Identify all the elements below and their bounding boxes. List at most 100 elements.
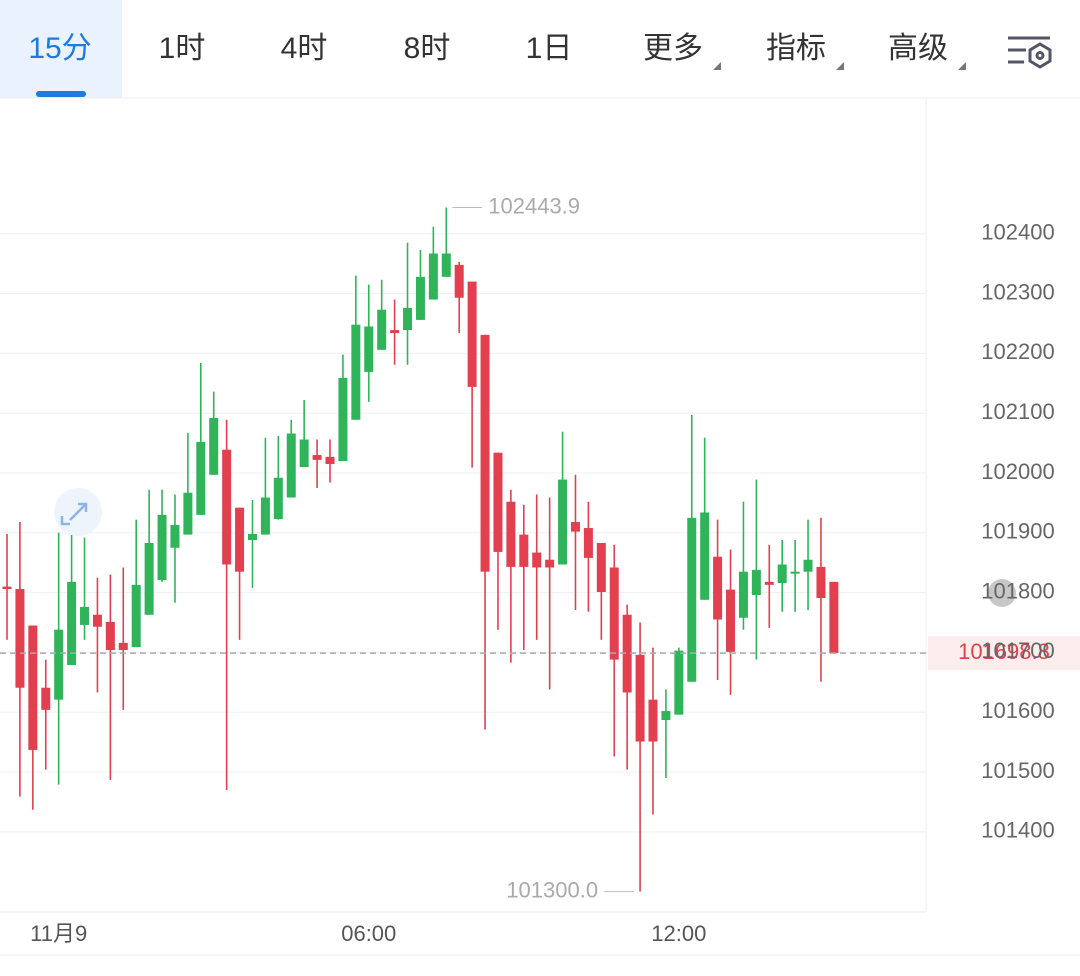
candle-body xyxy=(286,433,296,498)
candle-body xyxy=(390,330,400,334)
candle-body xyxy=(545,559,555,568)
candle-body xyxy=(209,417,219,475)
candle-body xyxy=(170,525,180,548)
candle-body xyxy=(338,377,348,462)
y-tick-label: 102000 xyxy=(981,459,1054,484)
candle-body xyxy=(325,456,335,465)
candle-body xyxy=(674,650,684,715)
active-tab-bg xyxy=(0,0,122,98)
candle-body xyxy=(467,281,477,387)
candle-body xyxy=(700,512,710,600)
dropdown-caret xyxy=(836,62,844,70)
tab[interactable]: 8时 xyxy=(404,32,451,65)
tab[interactable]: 指标 xyxy=(766,32,826,65)
tab[interactable]: 15分 xyxy=(28,32,91,65)
candle-body xyxy=(661,711,671,721)
expand-button[interactable] xyxy=(54,488,102,536)
candle-body xyxy=(596,542,606,593)
y-tick-label: 101700 xyxy=(981,638,1054,663)
candle-body xyxy=(506,501,516,567)
x-tick-label: 11月9 xyxy=(30,921,87,946)
candle-body xyxy=(67,581,77,665)
x-tick-label: 06:00 xyxy=(341,921,396,946)
candle-body xyxy=(635,654,645,742)
floating-indicator[interactable] xyxy=(988,579,1016,607)
dropdown-caret xyxy=(958,62,966,70)
candle-body xyxy=(570,522,580,532)
candles xyxy=(2,207,839,892)
candle-body xyxy=(235,507,245,572)
candle-body xyxy=(222,449,232,565)
candle-body xyxy=(622,614,632,693)
y-tick-label: 101600 xyxy=(981,698,1054,723)
candle-body xyxy=(54,629,64,700)
candle-body xyxy=(816,566,826,599)
candle-body xyxy=(403,307,413,331)
y-tick-label: 101800 xyxy=(981,578,1054,603)
x-tick-label: 12:00 xyxy=(651,921,706,946)
y-tick-label: 102400 xyxy=(981,220,1054,245)
candle-body xyxy=(351,324,361,420)
high-label: 102443.9 xyxy=(488,193,580,218)
candle-body xyxy=(260,497,270,535)
candle-body xyxy=(480,334,490,572)
low-label: 101300.0 xyxy=(506,877,598,902)
candle-body xyxy=(131,584,141,648)
candle-body xyxy=(364,326,374,372)
candle-body xyxy=(441,253,451,277)
candle-body xyxy=(157,514,167,581)
candle-body xyxy=(105,621,115,651)
candle-body xyxy=(28,625,38,750)
candle-body xyxy=(80,606,90,625)
candle-body xyxy=(118,642,128,651)
candle-body xyxy=(273,477,283,520)
candle-body xyxy=(493,452,503,552)
settings-icon[interactable] xyxy=(1008,36,1052,69)
candle-body xyxy=(92,614,102,627)
candle-body xyxy=(196,441,206,515)
tab[interactable]: 4时 xyxy=(281,32,328,65)
candle-body xyxy=(144,542,154,615)
tab[interactable]: 1日 xyxy=(526,32,573,65)
candle-body xyxy=(803,559,813,572)
candle-body xyxy=(777,564,787,584)
candle-body xyxy=(583,528,593,558)
candle-body xyxy=(751,569,761,596)
candle-body xyxy=(312,455,322,460)
candle-body xyxy=(41,687,51,710)
y-tick-label: 102100 xyxy=(981,399,1054,424)
candle-body xyxy=(519,534,529,567)
candle-body xyxy=(247,534,257,540)
candle-body xyxy=(764,581,774,585)
price-tag-bg xyxy=(928,636,1080,671)
y-tick-label: 101500 xyxy=(981,758,1054,783)
dropdown-caret xyxy=(713,62,721,70)
candle-body xyxy=(687,517,697,682)
candle-body xyxy=(377,309,387,350)
y-tick-label: 101900 xyxy=(981,519,1054,544)
candle-body xyxy=(790,571,800,574)
candle-body xyxy=(648,699,658,742)
tab[interactable]: 更多 xyxy=(643,32,703,65)
y-tick-label: 102300 xyxy=(981,279,1054,304)
candle-body xyxy=(454,264,464,298)
tab[interactable]: 1时 xyxy=(159,32,206,65)
tab[interactable]: 高级 xyxy=(888,32,948,65)
overlay: 102443.9 101300.0 101698.8 xyxy=(0,193,1080,902)
candle-body xyxy=(609,567,619,660)
candle-body xyxy=(428,253,438,300)
candle-body xyxy=(726,589,736,652)
y-tick-label: 102200 xyxy=(981,339,1054,364)
candle-body xyxy=(299,439,309,468)
candle-body xyxy=(738,571,748,618)
candle-body xyxy=(829,581,839,654)
candle-body xyxy=(15,589,25,688)
active-tab-indicator xyxy=(36,91,86,97)
current-price: 101698.8 xyxy=(958,639,1050,664)
candle-body xyxy=(713,556,723,620)
candle-body xyxy=(532,552,542,568)
candle-body xyxy=(558,479,568,565)
candle-body xyxy=(415,276,425,320)
